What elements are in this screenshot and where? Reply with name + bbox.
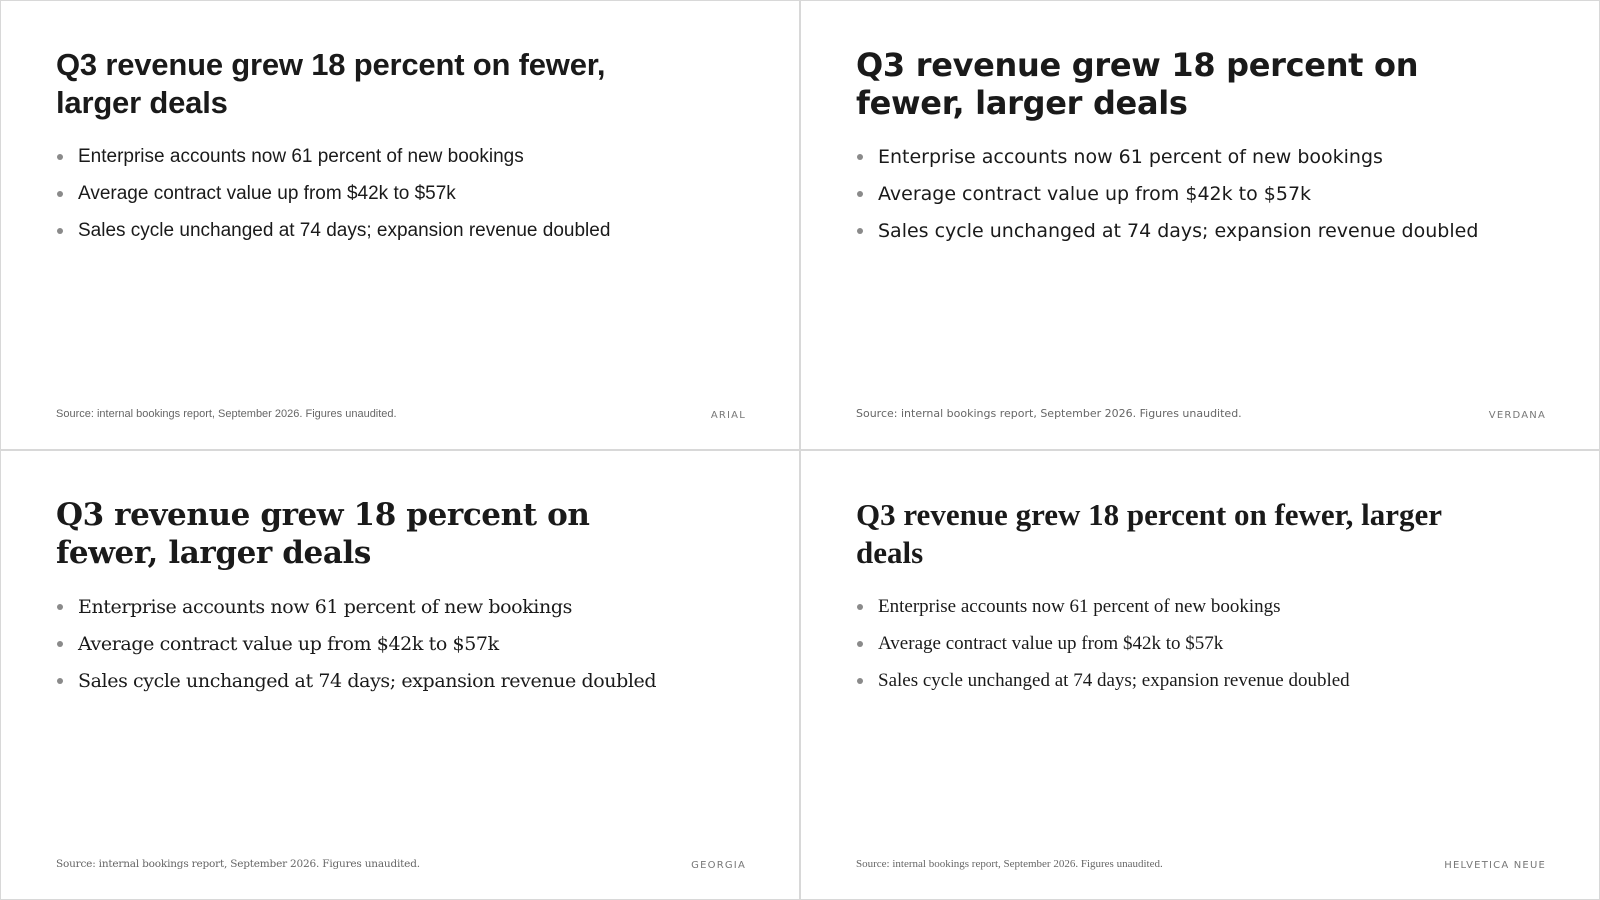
bullet-item: Average contract value up from $42k to $… (56, 181, 736, 207)
bullet-list: Enterprise accounts now 61 percent of ne… (56, 144, 736, 255)
bullet-item: Sales cycle unchanged at 74 days; expans… (56, 218, 736, 244)
font-label: ARIAL (710, 410, 746, 421)
bullet-item: Average contract value up from $42k to $… (56, 631, 746, 657)
slide-title: Q3 revenue grew 18 percent on fewer, lar… (856, 46, 1419, 122)
slide-title: Q3 revenue grew 18 percent on fewer, lar… (856, 497, 1442, 570)
font-label: HELVETICA NEUE (1444, 860, 1546, 871)
bullet-item: Enterprise accounts now 61 percent of ne… (56, 144, 736, 170)
slide-verdana: Q3 revenue grew 18 percent on fewer, lar… (801, 1, 1599, 449)
slide-georgia: Q3 revenue grew 18 percent on fewer, lar… (1, 451, 799, 899)
bullet-item: Average contract value up from $42k to $… (856, 181, 1496, 207)
source-note: Source: internal bookings report, Septem… (856, 407, 1242, 420)
bullet-list: Enterprise accounts now 61 percent of ne… (856, 144, 1496, 255)
bullet-item: Sales cycle unchanged at 74 days; expans… (56, 668, 746, 694)
font-label: VERDANA (1488, 410, 1546, 421)
bullet-item: Enterprise accounts now 61 percent of ne… (856, 144, 1496, 170)
bullet-item: Sales cycle unchanged at 74 days; expans… (856, 668, 1546, 694)
bullet-item: Enterprise accounts now 61 percent of ne… (856, 594, 1546, 620)
bullet-item: Enterprise accounts now 61 percent of ne… (56, 594, 746, 620)
font-label: GEORGIA (691, 860, 746, 871)
slide-arial: Q3 revenue grew 18 percent on fewer, lar… (1, 1, 799, 449)
bullet-item: Average contract value up from $42k to $… (856, 631, 1546, 657)
slide-title: Q3 revenue grew 18 percent on fewer, lar… (56, 497, 590, 571)
source-note: Source: internal bookings report, Septem… (856, 858, 1163, 870)
slide-helvetica-neue: Q3 revenue grew 18 percent on fewer, lar… (801, 451, 1599, 899)
bullet-list: Enterprise accounts now 61 percent of ne… (856, 594, 1546, 705)
slide-title: Q3 revenue grew 18 percent on fewer, lar… (56, 47, 606, 120)
bullet-list: Enterprise accounts now 61 percent of ne… (56, 594, 746, 705)
source-note: Source: internal bookings report, Septem… (56, 858, 420, 870)
bullet-item: Sales cycle unchanged at 74 days; expans… (856, 218, 1496, 244)
source-note: Source: internal bookings report, Septem… (56, 408, 397, 420)
